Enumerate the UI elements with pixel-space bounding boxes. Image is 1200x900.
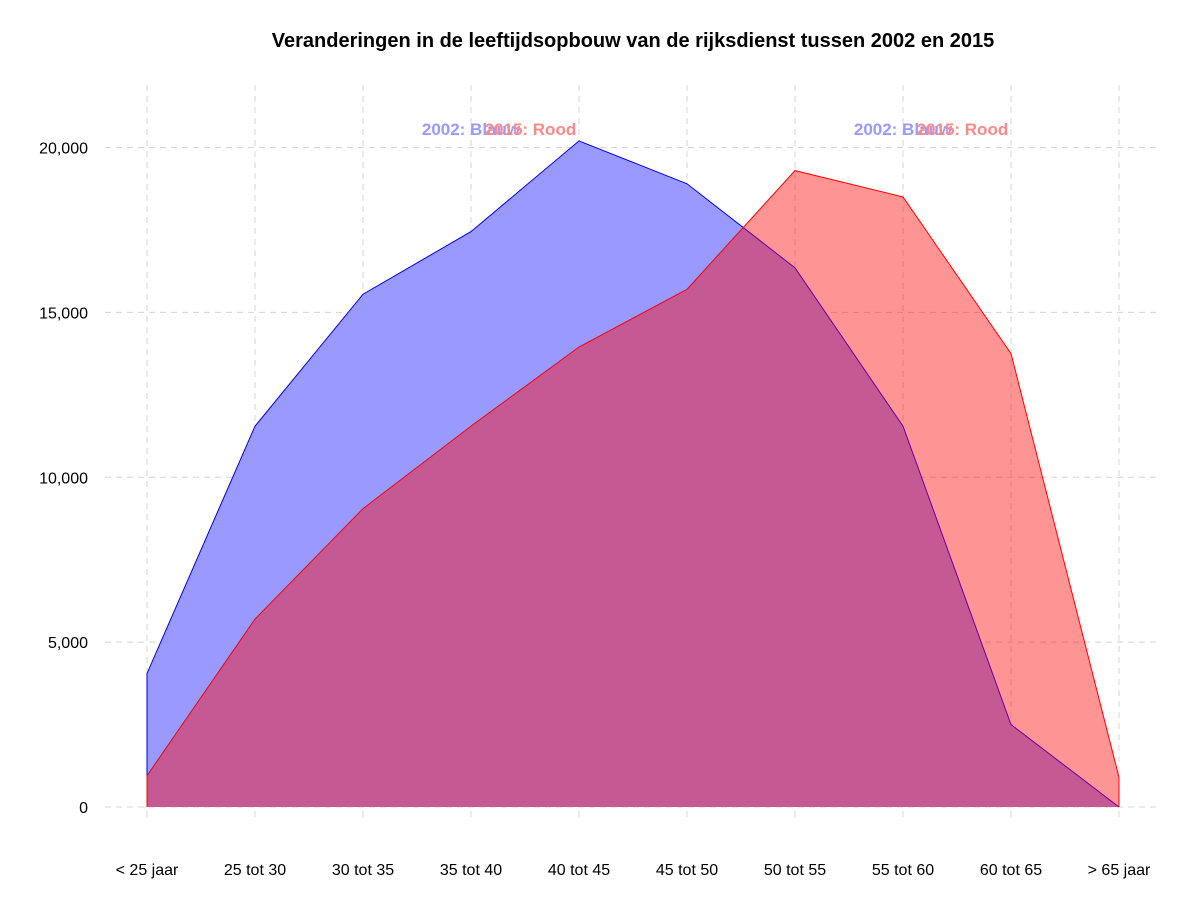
x-tick-label: 55 tot 60 — [872, 862, 934, 879]
annotation-label: 2015: Rood — [485, 120, 577, 139]
x-tick-label: 40 tot 45 — [548, 862, 610, 879]
y-axis-ticks: 0 5,000 10,000 15,000 20,000 — [39, 141, 88, 818]
x-tick-label: 45 tot 50 — [656, 862, 718, 879]
line-2015 — [146, 170, 1120, 807]
annotation-label: 2002: Blauw — [854, 120, 953, 139]
area-2002 — [147, 140, 1119, 807]
x-tick-label: 50 tot 55 — [764, 862, 826, 879]
area-2015 — [147, 170, 1119, 807]
x-tick-label: 60 tot 65 — [980, 862, 1042, 879]
y-tick-label: 5,000 — [48, 635, 88, 652]
x-axis-ticks: < 25 jaar 25 tot 30 30 tot 35 35 tot 40 40 t… — [116, 862, 1151, 879]
x-tick-label: 25 tot 30 — [224, 862, 286, 879]
x-tick-label: < 25 jaar — [116, 862, 179, 879]
area-series — [146, 140, 1120, 808]
chart-title: Veranderingen in de leeftijdsopbouw van … — [271, 30, 995, 52]
y-tick-label: 10,000 — [39, 470, 88, 487]
x-tick-label: 35 tot 40 — [440, 862, 502, 879]
y-tick-label: 20,000 — [39, 141, 88, 158]
annotation-label: 2015: Rood — [917, 120, 1009, 139]
line-2002 — [146, 140, 1120, 808]
annotation-label: 2002: Blauw — [422, 120, 521, 139]
x-tick-label: > 65 jaar — [1088, 862, 1151, 879]
y-tick-label: 0 — [79, 800, 88, 817]
x-tick-label: 30 tot 35 — [332, 862, 394, 879]
y-tick-label: 15,000 — [39, 305, 88, 322]
